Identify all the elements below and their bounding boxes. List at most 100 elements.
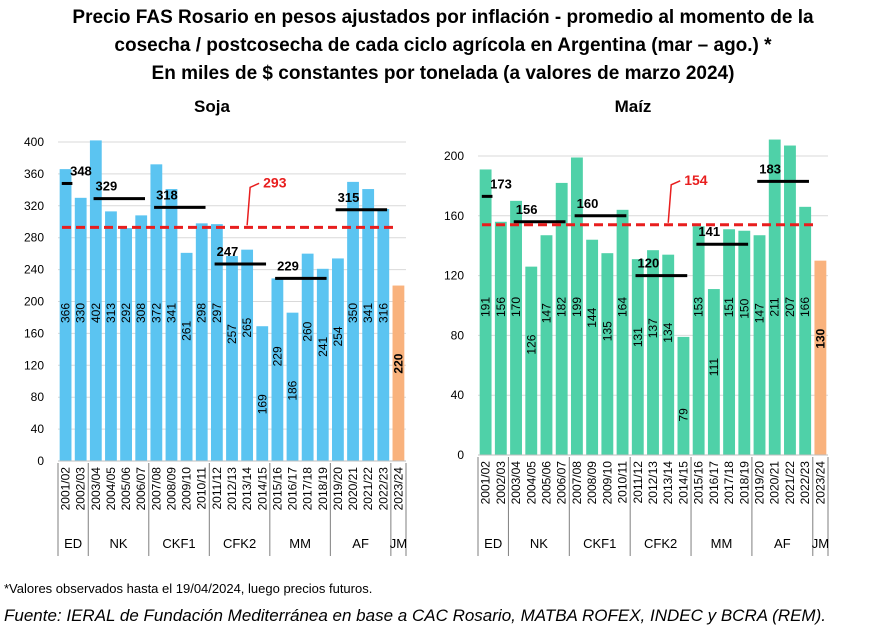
- soja-period-label-AF: AF: [352, 536, 369, 551]
- soja-x-tick-label: 2008/09: [164, 467, 178, 511]
- soja-y-tick-label: 200: [24, 295, 44, 309]
- soja-x-tick-label: 2022/23: [376, 467, 390, 511]
- maiz-period-avg-label-ED: 173: [490, 176, 512, 191]
- soja-x-tick-label: 2017/18: [301, 467, 315, 511]
- soja-x-tick-label: 2023/24: [391, 467, 405, 511]
- soja-x-tick-label: 2013/14: [240, 467, 254, 511]
- maiz-period-label-JM: JM: [812, 536, 829, 551]
- maiz-y-tick-label: 80: [451, 328, 465, 342]
- soja-x-tick-label: 2009/10: [180, 467, 194, 511]
- maiz-bar-2009/10: [601, 253, 614, 455]
- maiz-data-label: 147: [753, 303, 767, 323]
- maiz-average-callout: [667, 180, 681, 223]
- maiz-data-label: 79: [676, 408, 690, 422]
- soja-data-label: 372: [149, 303, 163, 323]
- soja-period-label-CKF1: CKF1: [162, 536, 195, 551]
- maiz-bar-2019/20: [753, 235, 766, 455]
- maiz-bar-2012/13: [647, 250, 659, 455]
- title-line-1: Precio FAS Rosario en pesos ajustados po…: [72, 7, 814, 28]
- maiz-bar-2010/11: [616, 209, 629, 455]
- maiz-y-tick-label: 200: [444, 149, 464, 163]
- soja-data-label: 308: [134, 303, 148, 323]
- soja-y-tick-label: 40: [31, 422, 45, 436]
- soja-bar-2006/07: [135, 215, 148, 461]
- soja-bar-2016/17: [286, 312, 299, 461]
- soja-period-avg-label-CFK2: 247: [217, 244, 239, 259]
- soja-bar-2022/23: [377, 208, 390, 461]
- soja-period-label-ED: ED: [64, 536, 82, 551]
- maiz-bar-2013/14: [662, 254, 675, 455]
- soja-data-label: 402: [89, 303, 103, 323]
- maiz-bar-2004/05: [525, 266, 538, 455]
- soja-data-label: 254: [331, 326, 345, 346]
- soja-x-tick-label: 2021/22: [361, 467, 375, 511]
- soja-data-label: 261: [180, 321, 194, 341]
- soja-bar-2009/10: [180, 252, 193, 461]
- soja-bar-2014/15: [256, 326, 269, 461]
- maiz-data-label: 151: [722, 297, 736, 317]
- maiz-data-label: 147: [539, 303, 553, 323]
- maiz-period-label-CFK2: CFK2: [644, 536, 677, 551]
- maiz-x-tick-label: 2014/15: [676, 461, 690, 505]
- soja-x-tick-label: 2011/12: [210, 467, 224, 510]
- soja-y-tick-label: 240: [24, 263, 44, 277]
- soja-data-label: 260: [301, 321, 315, 341]
- soja-chart-title: Soja: [194, 97, 230, 116]
- soja-data-label: 265: [240, 317, 254, 337]
- maiz-x-tick-label: 2004/05: [524, 461, 538, 505]
- maiz-data-label: 111: [707, 358, 721, 377]
- soja-period-avg-label-MM: 229: [277, 258, 299, 273]
- soja-bar-2005/06: [120, 228, 132, 461]
- soja-x-tick-label: 2001/02: [59, 467, 73, 511]
- soja-bar-2002/03: [74, 197, 87, 461]
- maiz-bar-2015/16: [692, 226, 705, 455]
- maiz-period-avg-label-MM: 141: [698, 224, 720, 239]
- soja-y-tick-label: 80: [31, 390, 45, 404]
- soja-period-avg-label-NK: 329: [96, 179, 118, 194]
- soja-bar-2021/22: [362, 189, 375, 462]
- soja-period-label-NK: NK: [109, 536, 127, 551]
- maiz-bar-2018/19: [738, 230, 751, 455]
- maiz-x-tick-label: 2005/06: [539, 461, 553, 505]
- maiz-data-label: 191: [479, 297, 493, 317]
- maiz-bar-2008/09: [586, 239, 599, 455]
- maiz-data-label: 170: [509, 297, 523, 317]
- soja-bar-2011/12: [210, 224, 223, 461]
- soja-bar-2018/19: [316, 268, 329, 461]
- soja-x-tick-label: 2019/20: [331, 467, 345, 511]
- maiz-period-label-CKF1: CKF1: [583, 536, 616, 551]
- soja-data-label: 330: [74, 303, 88, 323]
- maiz-x-tick-label: 2010/11: [616, 461, 630, 504]
- maiz-data-label: 130: [813, 328, 827, 348]
- soja-y-tick-label: 360: [24, 167, 44, 181]
- maiz-x-tick-label: 2020/21: [768, 461, 782, 505]
- maiz-average-label: 154: [684, 172, 708, 188]
- maiz-x-tick-label: 2016/17: [707, 461, 721, 505]
- soja-bar-2010/11: [195, 223, 208, 461]
- soja-period-label-JM: JM: [390, 536, 407, 551]
- soja-bar-2004/05: [105, 211, 117, 461]
- soja-bar-2023/24: [392, 285, 405, 461]
- title-line-3: En miles de $ constantes por tonelada (a…: [151, 63, 735, 84]
- maiz-y-tick-label: 160: [444, 209, 464, 223]
- maiz-bar-2007/08: [570, 157, 583, 455]
- maiz-data-label: 134: [661, 322, 675, 342]
- soja-data-label: 229: [270, 346, 284, 366]
- maiz-data-label: 166: [798, 297, 812, 317]
- soja-x-tick-label: 2004/05: [104, 467, 118, 511]
- soja-data-label: 257: [225, 324, 239, 344]
- soja-x-tick-label: 2002/03: [74, 467, 88, 511]
- soja-data-label: 350: [346, 303, 360, 323]
- soja-bar-2008/09: [165, 189, 178, 462]
- maiz-x-tick-label: 2015/16: [692, 461, 706, 505]
- maiz-period-avg-label-CFK2: 120: [638, 256, 660, 271]
- soja-average-callout: [246, 182, 260, 226]
- maiz-period-avg-label-CKF1: 160: [577, 196, 599, 211]
- soja-data-label: 241: [316, 336, 330, 356]
- maiz-bar-2016/17: [707, 289, 720, 455]
- soja-data-label: 297: [210, 303, 224, 323]
- maiz-y-tick-label: 40: [451, 388, 465, 402]
- maiz-bar-2014/15: [677, 336, 690, 455]
- soja-x-tick-label: 2006/07: [134, 467, 148, 511]
